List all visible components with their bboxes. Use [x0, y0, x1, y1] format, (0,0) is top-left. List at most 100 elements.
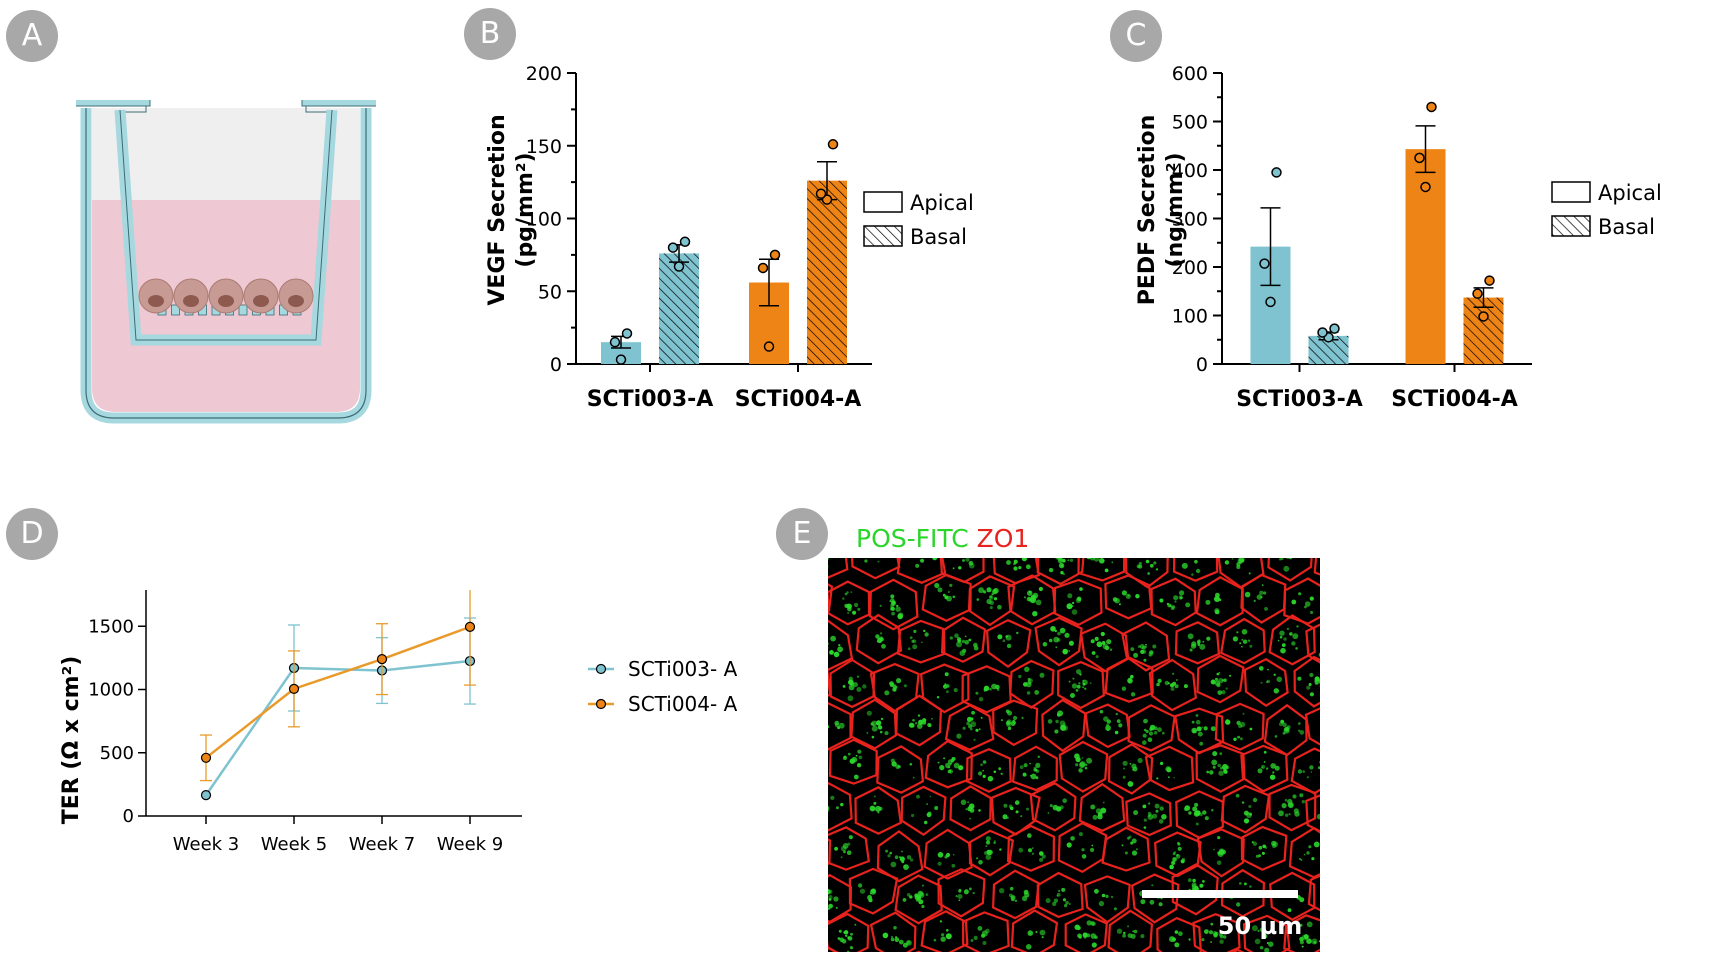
granule	[1039, 857, 1044, 862]
granule	[1174, 930, 1179, 934]
granule	[1184, 805, 1191, 811]
granule	[1192, 878, 1196, 883]
granule	[1218, 849, 1225, 855]
data-point	[1329, 323, 1340, 334]
granule	[850, 591, 853, 593]
granule	[1248, 572, 1251, 575]
granule	[1075, 689, 1079, 692]
granule	[982, 760, 987, 764]
zo1-cell-borders	[828, 558, 1320, 952]
granule	[1003, 803, 1008, 808]
granule	[1243, 810, 1249, 816]
granule	[965, 558, 970, 562]
granule	[847, 950, 850, 952]
granule	[1249, 644, 1253, 648]
granule	[1217, 836, 1221, 840]
granule	[967, 801, 970, 804]
granule	[1280, 647, 1286, 654]
granule	[1268, 941, 1274, 947]
cell-border	[848, 867, 899, 915]
cell-border	[1101, 826, 1151, 872]
cell-border	[1196, 828, 1245, 878]
granule	[970, 939, 974, 942]
pedf-bar-chart: 0 100 200 300 400 500 600 SCTi003-A SCTi004-A Ap…	[1135, 63, 1662, 412]
granule	[1308, 845, 1312, 849]
granule	[1116, 719, 1121, 723]
legend-label-apical: Apical	[1598, 181, 1662, 205]
cell-border	[1144, 745, 1195, 792]
granule	[1258, 854, 1261, 858]
panel-label-a: A	[6, 10, 58, 62]
data-point	[769, 249, 781, 261]
bar-basal-scti004-a	[807, 180, 847, 364]
cell-border	[828, 583, 834, 613]
granule	[1253, 599, 1256, 602]
granule	[1174, 942, 1180, 948]
granule	[1195, 714, 1199, 717]
granule	[943, 757, 945, 760]
granule	[964, 635, 967, 638]
granule	[1187, 878, 1192, 883]
granule	[1025, 944, 1032, 950]
granule	[1202, 810, 1207, 815]
granule	[982, 774, 986, 778]
data-point	[827, 139, 839, 150]
granule	[1069, 558, 1074, 562]
granule	[1244, 882, 1247, 886]
granule	[1299, 730, 1305, 735]
granule	[884, 690, 890, 696]
granule	[879, 632, 883, 635]
cell-border	[876, 745, 925, 794]
granule	[877, 811, 880, 814]
granule	[1035, 762, 1041, 768]
granule	[1240, 558, 1245, 563]
granule	[1214, 596, 1220, 602]
granule	[1153, 561, 1157, 565]
cell-border	[920, 910, 969, 952]
granule	[869, 805, 876, 812]
granule	[1002, 639, 1006, 642]
granule	[1024, 666, 1030, 672]
granule	[1292, 794, 1297, 799]
granule	[1264, 947, 1270, 952]
granule	[929, 795, 932, 798]
granule	[1199, 643, 1206, 650]
granule	[1161, 814, 1167, 820]
cell-border	[854, 786, 902, 835]
granule	[843, 756, 847, 761]
granule	[1020, 815, 1023, 818]
granule	[1122, 775, 1126, 779]
granule	[1236, 720, 1241, 726]
granule	[828, 907, 831, 910]
granule	[1027, 833, 1032, 838]
granule	[1188, 811, 1192, 815]
granule	[981, 933, 986, 938]
scale-bar	[1142, 890, 1298, 898]
granule	[926, 803, 928, 805]
granule	[933, 938, 937, 942]
granule	[1215, 677, 1218, 681]
granule	[1139, 644, 1145, 649]
granule	[1154, 726, 1158, 730]
granule	[1137, 757, 1143, 764]
granule	[1183, 684, 1188, 689]
stain-pos-fitc: POS-FITC	[856, 524, 969, 553]
granule	[1102, 801, 1105, 804]
granule	[1299, 897, 1305, 903]
insert-flange-left	[76, 100, 151, 107]
granule	[1210, 941, 1212, 943]
granule	[1216, 672, 1220, 676]
data-point	[200, 790, 212, 801]
granule	[956, 733, 962, 739]
granule	[951, 863, 956, 868]
granule	[1286, 558, 1290, 560]
granule	[1066, 842, 1072, 848]
granule	[958, 566, 962, 570]
granule	[1173, 595, 1179, 601]
granule	[828, 889, 833, 894]
granule	[1140, 934, 1145, 939]
granule	[1177, 842, 1181, 846]
granule	[975, 691, 979, 695]
granule	[993, 770, 997, 774]
granule	[1279, 635, 1283, 639]
